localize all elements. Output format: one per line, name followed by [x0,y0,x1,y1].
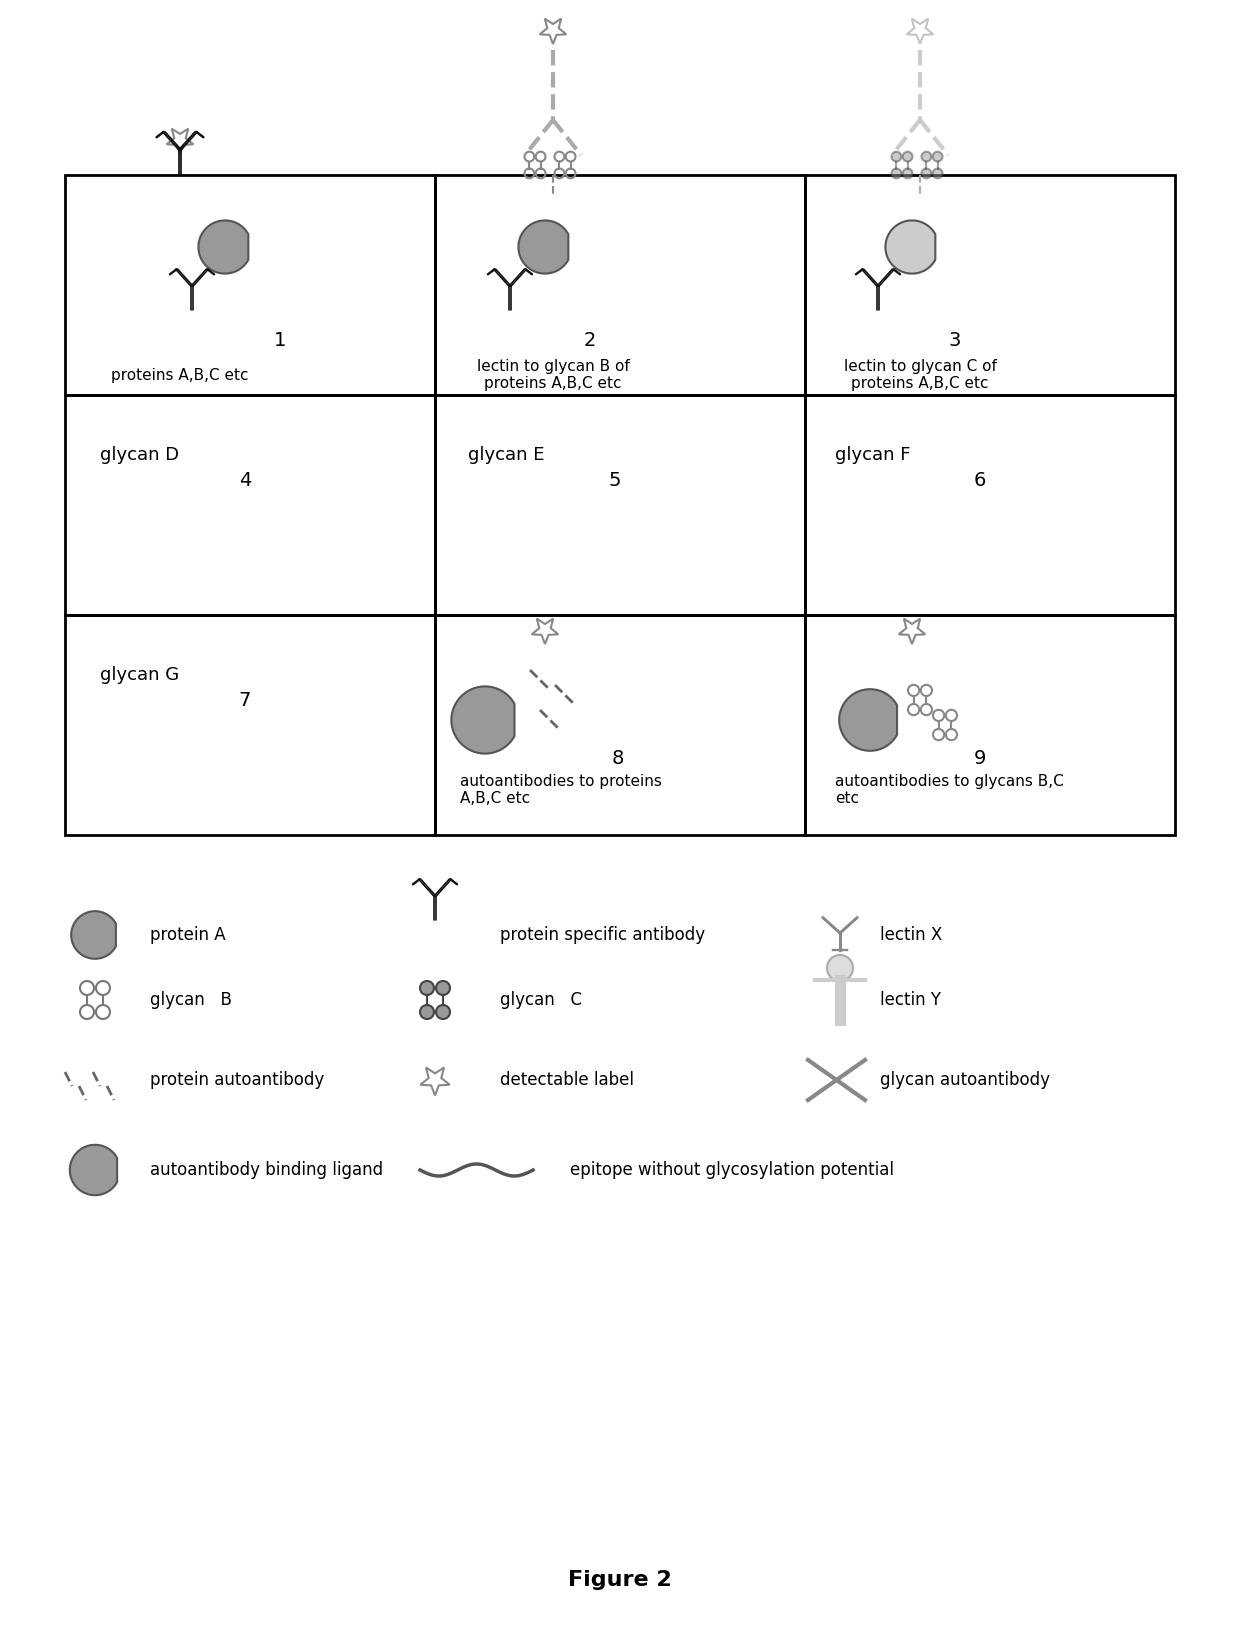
Text: Figure 2: Figure 2 [568,1570,672,1590]
Text: lectin X: lectin X [880,926,942,944]
Circle shape [892,152,901,162]
Polygon shape [71,912,115,959]
Text: glycan autoantibody: glycan autoantibody [880,1070,1050,1088]
Text: 7: 7 [239,691,252,709]
Polygon shape [198,221,248,273]
Polygon shape [885,221,935,273]
Text: protein A: protein A [150,926,226,944]
Text: 6: 6 [973,471,986,490]
Circle shape [921,152,931,162]
Bar [435,175,805,395]
Polygon shape [420,1067,450,1095]
Circle shape [903,152,913,162]
Polygon shape [451,686,515,753]
Polygon shape [166,129,193,154]
Text: glycan D: glycan D [100,446,179,464]
Bar [805,614,1176,835]
Text: glycan G: glycan G [100,667,179,685]
Text: lectin Y: lectin Y [880,990,941,1010]
Text: 1: 1 [274,330,286,350]
Text: 2: 2 [584,330,596,350]
Bar [435,614,805,835]
Text: 3: 3 [949,330,961,350]
Polygon shape [899,619,925,644]
Polygon shape [69,1145,117,1194]
Circle shape [921,168,931,178]
Bar [64,175,435,395]
Circle shape [892,168,901,178]
Text: glycan   C: glycan C [500,990,582,1010]
Circle shape [436,980,450,995]
Text: lectin to glycan C of
proteins A,B,C etc: lectin to glycan C of proteins A,B,C etc [843,359,997,391]
Text: glycan F: glycan F [835,446,910,464]
Polygon shape [532,619,558,644]
Text: autoantibodies to proteins
A,B,C etc: autoantibodies to proteins A,B,C etc [460,775,662,806]
Polygon shape [539,18,567,44]
Text: glycan   B: glycan B [150,990,232,1010]
Circle shape [932,152,942,162]
Polygon shape [906,18,934,44]
Text: proteins A,B,C etc: proteins A,B,C etc [112,368,249,382]
Text: autoantibodies to glycans B,C
etc: autoantibodies to glycans B,C etc [835,775,1064,806]
Text: epitope without glycosylation potential: epitope without glycosylation potential [570,1162,894,1180]
Bar [64,395,435,614]
Bar [805,395,1176,614]
Circle shape [903,168,913,178]
Circle shape [932,168,942,178]
Text: 4: 4 [239,471,252,490]
Circle shape [420,980,434,995]
Bar [435,395,805,614]
Text: protein specific antibody: protein specific antibody [500,926,706,944]
Circle shape [827,954,853,980]
Circle shape [436,1005,450,1020]
Text: autoantibody binding ligand: autoantibody binding ligand [150,1162,383,1180]
Text: 5: 5 [609,471,621,490]
Polygon shape [839,690,897,750]
Text: 9: 9 [973,748,986,768]
Text: lectin to glycan B of
proteins A,B,C etc: lectin to glycan B of proteins A,B,C etc [476,359,630,391]
Text: protein autoantibody: protein autoantibody [150,1070,324,1088]
Polygon shape [518,221,568,273]
Circle shape [420,1005,434,1020]
Bar [64,614,435,835]
Text: glycan E: glycan E [467,446,544,464]
Text: 8: 8 [611,748,624,768]
Bar [805,175,1176,395]
Text: detectable label: detectable label [500,1070,634,1088]
